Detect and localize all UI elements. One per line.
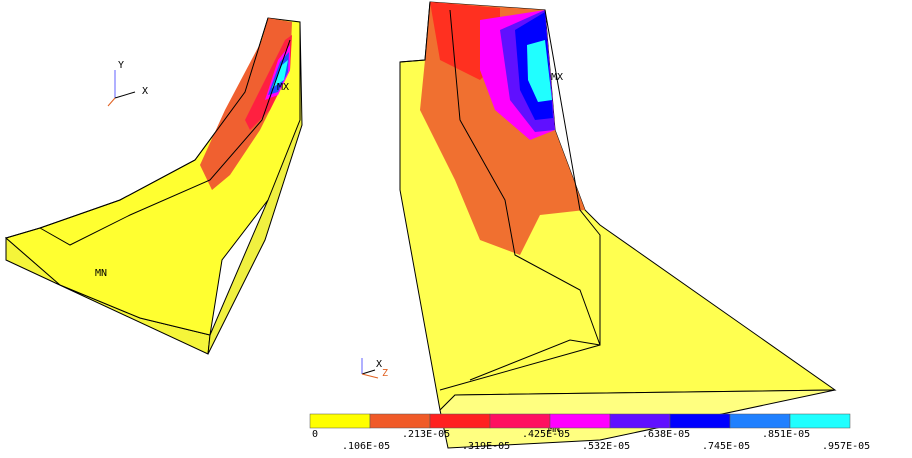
legend-label: .957E-05 (822, 441, 870, 452)
min-label: MN (95, 268, 107, 279)
right-model (399, 1, 837, 449)
max-label: MX (551, 72, 563, 83)
triad-left: Y X (107, 60, 148, 107)
legend-label: .638E-05 (642, 429, 690, 440)
min-label: MN (548, 424, 560, 435)
legend-label: .106E-05 (342, 441, 390, 452)
max-label: MX (277, 82, 289, 93)
axis-label: Y (118, 60, 124, 71)
legend-label: .425E-05 (522, 429, 570, 440)
legend: 0 .106E-05 .213E-05 .319E-05 .425E-05 .532E-0… (309, 413, 870, 452)
legend-label: .213E-05 (402, 429, 450, 440)
legend-swatch (549, 413, 611, 429)
left-model (4, 17, 303, 355)
legend-swatch (609, 413, 671, 429)
legend-label: 0 (312, 429, 318, 440)
legend-label: .532E-05 (582, 441, 630, 452)
legend-swatch (789, 413, 851, 429)
legend-swatch (429, 413, 491, 429)
axis-label: X (142, 86, 148, 97)
legend-label: .319E-05 (462, 441, 510, 452)
legend-swatch (729, 413, 791, 429)
axis-label: Z (382, 368, 388, 379)
legend-label: .745E-05 (702, 441, 750, 452)
axis-label: X (376, 359, 382, 370)
legend-swatch (669, 413, 731, 429)
legend-swatch (309, 413, 371, 429)
legend-swatch (489, 413, 551, 429)
legend-label: .851E-05 (762, 429, 810, 440)
legend-swatch (369, 413, 431, 429)
triad-right: X Z (361, 358, 388, 379)
